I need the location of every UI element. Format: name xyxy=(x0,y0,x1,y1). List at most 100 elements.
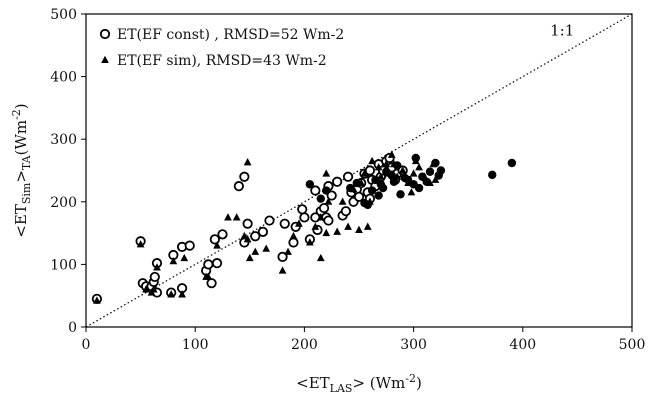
data-point-filled-circle xyxy=(422,177,431,186)
y-axis-label: <ETSim>TA(Wm-2) xyxy=(10,103,33,237)
data-point-filled-circle xyxy=(396,190,405,199)
y-tick-label: 500 xyxy=(50,7,77,23)
data-point-triangle xyxy=(409,169,418,177)
data-point-open-circle xyxy=(332,176,343,187)
data-point-open-circle xyxy=(239,171,250,182)
data-point-open-circle xyxy=(326,190,337,201)
data-point-triangle xyxy=(360,169,369,177)
data-point-open-circle xyxy=(233,181,244,192)
one-to-one-line xyxy=(85,13,633,328)
data-point-triangle xyxy=(363,222,372,230)
data-point-triangle xyxy=(338,197,347,205)
x-tick-label: 100 xyxy=(182,337,209,353)
legend-entry-1: ET(EF const) , RMSD=52 Wm-2 xyxy=(99,27,344,43)
data-point-triangle xyxy=(333,227,342,235)
data-point-triangle xyxy=(322,228,331,237)
data-point-filled-circle xyxy=(346,183,355,193)
data-point-open-circle xyxy=(203,259,214,270)
data-point-open-circle xyxy=(318,202,330,214)
data-point-triangle xyxy=(289,231,298,240)
legend-marker-open-circle xyxy=(99,28,111,40)
data-point-filled-circle xyxy=(305,180,315,189)
series-3 xyxy=(305,153,517,210)
data-point-filled-circle xyxy=(374,191,383,200)
data-point-triangle xyxy=(142,285,150,293)
data-point-filled-circle xyxy=(322,186,331,195)
legend-label: ET(EF sim), RMSD=43 Wm-2 xyxy=(117,53,327,69)
data-point-triangle xyxy=(344,222,352,230)
data-point-filled-circle xyxy=(507,158,517,168)
data-point-triangle xyxy=(251,247,260,255)
y-tick-label: 200 xyxy=(50,195,77,211)
data-point-filled-circle xyxy=(367,186,377,195)
reference-line-label: 1:1 xyxy=(550,21,574,39)
data-point-open-circle xyxy=(149,271,160,283)
data-point-filled-circle xyxy=(389,177,399,186)
data-point-triangle xyxy=(316,213,325,221)
x-tick-label: 200 xyxy=(291,337,318,353)
data-point-open-circle xyxy=(184,240,195,251)
data-point-open-circle xyxy=(364,165,376,176)
data-point-triangle xyxy=(311,222,320,230)
x-tick-label: 500 xyxy=(619,337,646,353)
data-point-triangle xyxy=(431,175,440,183)
data-point-filled-circle xyxy=(411,153,420,163)
x-axis-label: <ETLAS> (Wm-2) xyxy=(296,372,422,395)
data-point-triangle xyxy=(398,166,407,174)
axes: 0 100 200 300 400 500 0 100 200 300 400 500 xyxy=(50,7,645,353)
data-point-triangle xyxy=(387,150,396,158)
y-tick-label: 400 xyxy=(50,70,77,86)
data-point-triangle xyxy=(368,156,376,165)
data-point-filled-circle xyxy=(436,166,446,175)
legend: ET(EF const) , RMSD=52 Wm-2 ET(EF sim), … xyxy=(99,27,344,69)
data-point-open-circle xyxy=(288,237,299,248)
legend-marker-triangle xyxy=(101,55,109,64)
data-point-triangle xyxy=(324,197,333,205)
data-point-triangle xyxy=(167,290,176,298)
y-tick-label: 100 xyxy=(50,257,77,273)
plot-area xyxy=(85,13,633,328)
data-point-triangle xyxy=(178,290,186,298)
data-point-open-circle xyxy=(323,215,334,226)
data-point-triangle xyxy=(243,158,252,166)
data-point-triangle xyxy=(262,244,271,252)
data-point-triangle xyxy=(322,169,331,177)
data-point-open-circle xyxy=(279,218,290,229)
data-point-triangle xyxy=(224,213,232,221)
data-point-open-circle xyxy=(250,231,261,242)
y-tick-label: 0 xyxy=(68,320,77,336)
data-point-triangle xyxy=(374,163,383,171)
data-point-open-circle xyxy=(209,234,220,245)
data-point-filled-circle xyxy=(393,161,402,170)
data-point-triangle xyxy=(243,235,252,243)
data-point-triangle xyxy=(153,263,161,271)
data-point-filled-circle xyxy=(363,200,372,210)
data-point-triangle xyxy=(169,256,178,265)
data-point-open-circle xyxy=(217,229,228,240)
data-point-open-circle xyxy=(342,171,354,182)
data-point-filled-circle xyxy=(352,178,362,188)
data-point-filled-circle xyxy=(488,170,497,180)
data-point-filled-circle xyxy=(431,158,440,168)
data-point-triangle xyxy=(245,253,254,262)
data-point-filled-circle xyxy=(425,167,435,176)
data-point-open-circle xyxy=(206,278,217,289)
x-tick-label: 400 xyxy=(509,337,536,353)
data-point-triangle xyxy=(136,240,145,248)
data-point-open-circle xyxy=(299,212,310,223)
data-point-filled-circle xyxy=(378,183,388,193)
data-point-triangle xyxy=(382,159,391,168)
legend-entry-2: ET(EF sim), RMSD=43 Wm-2 xyxy=(101,53,327,69)
data-point-triangle xyxy=(149,285,158,293)
x-tick-label: 300 xyxy=(400,337,427,353)
data-point-open-circle xyxy=(211,258,223,269)
data-point-open-circle xyxy=(264,215,275,226)
data-point-triangle xyxy=(295,219,303,227)
data-point-triangle xyxy=(355,225,363,233)
data-point-triangle xyxy=(305,238,314,246)
data-point-open-circle xyxy=(353,191,365,202)
data-point-open-circle xyxy=(242,218,253,229)
data-point-triangle xyxy=(204,272,213,280)
data-point-triangle xyxy=(278,266,287,274)
